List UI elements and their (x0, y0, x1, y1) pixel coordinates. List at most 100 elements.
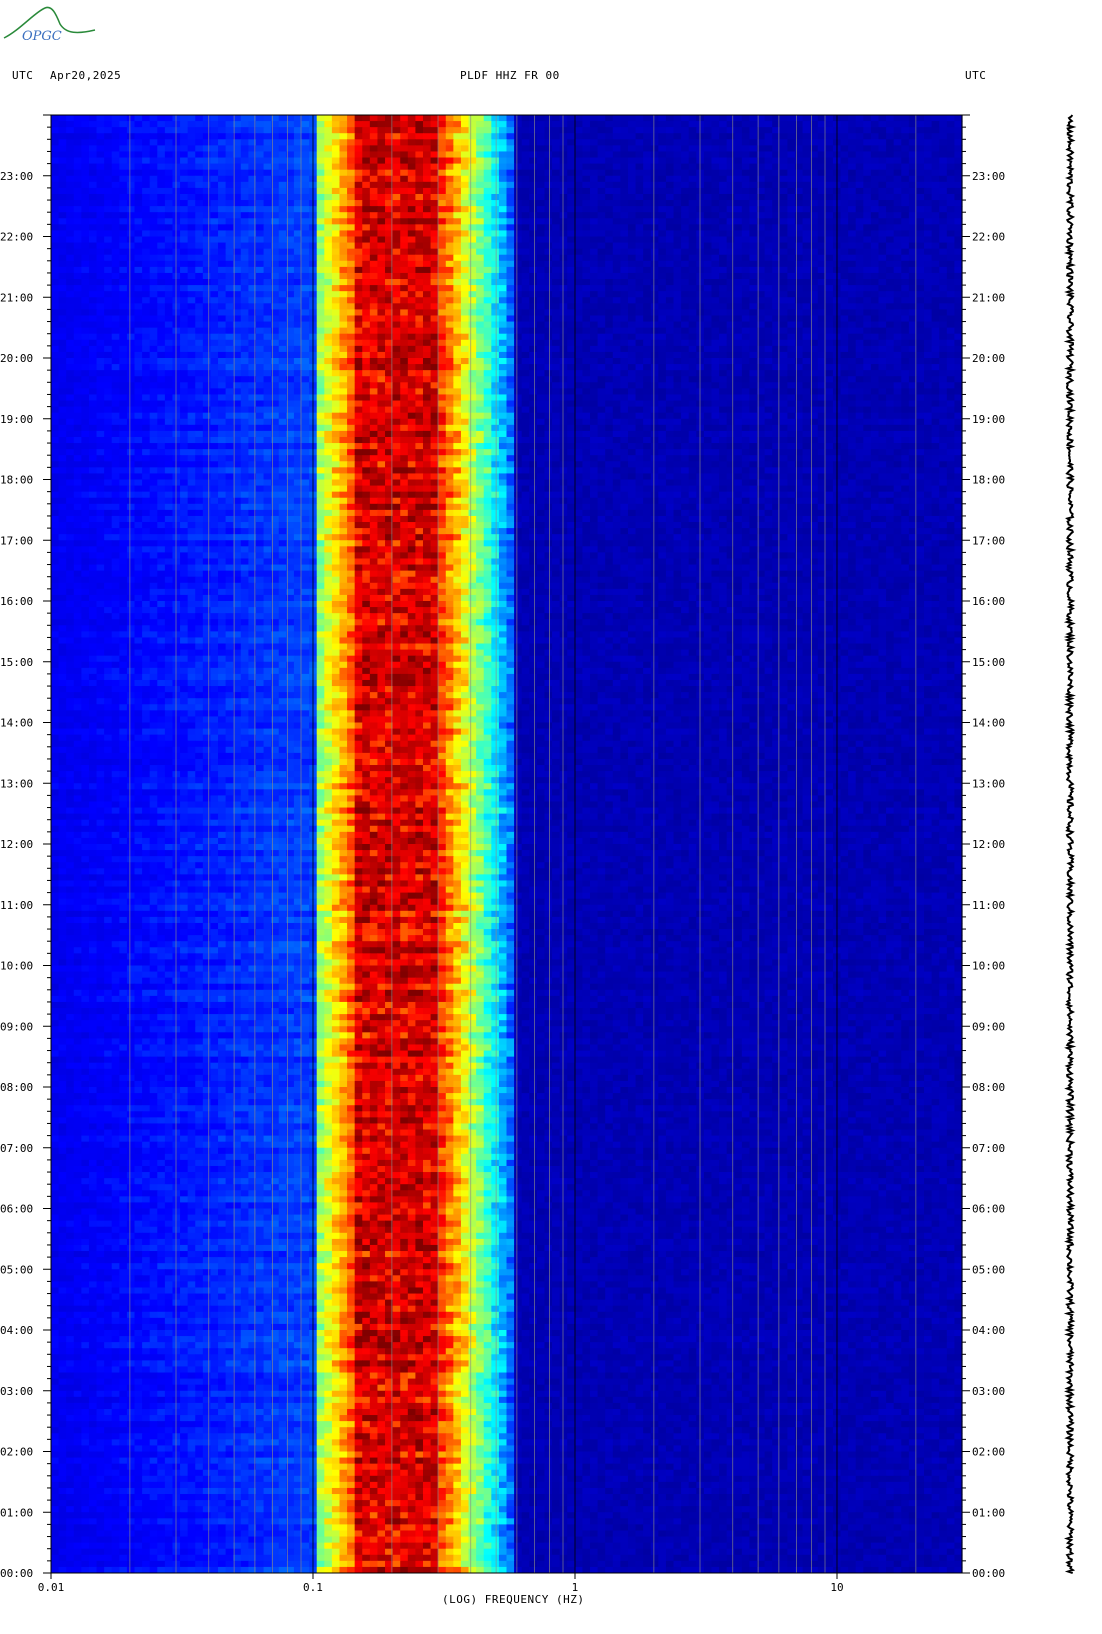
heatmap-cell (446, 170, 454, 176)
heatmap-cell (605, 176, 613, 182)
heatmap-cell (704, 145, 712, 151)
heatmap-cell (719, 182, 727, 188)
heatmap-cell (81, 182, 89, 188)
heatmap-cell (878, 133, 886, 139)
heatmap-cell (537, 176, 545, 182)
heatmap-cell (446, 176, 454, 182)
heatmap-cell (552, 158, 560, 164)
heatmap-cell (560, 121, 568, 127)
heatmap-cell (924, 121, 932, 127)
heatmap-cell (172, 133, 180, 139)
heatmap-cell (939, 170, 947, 176)
heatmap-cell (264, 158, 272, 164)
heatmap-cell (598, 151, 606, 157)
heatmap-cell (894, 176, 902, 182)
heatmap-cell (522, 158, 530, 164)
heatmap-cell (256, 139, 264, 145)
heatmap-cell (544, 127, 552, 133)
heatmap-cell (613, 127, 621, 133)
heatmap-cell (878, 145, 886, 151)
heatmap-cell (666, 176, 674, 182)
heatmap-cell (446, 121, 454, 127)
heatmap-cell (218, 170, 226, 176)
heatmap-cell (575, 145, 583, 151)
heatmap-cell (393, 158, 401, 164)
heatmap-cell (188, 182, 196, 188)
heatmap-cell (749, 164, 757, 170)
heatmap-cell (476, 127, 484, 133)
heatmap-cell (689, 133, 697, 139)
heatmap-cell (256, 151, 264, 157)
heatmap-cell (514, 164, 522, 170)
heatmap-cell (856, 151, 864, 157)
heatmap-cell (339, 145, 347, 151)
heatmap-cell (514, 176, 522, 182)
heatmap-cell (932, 151, 940, 157)
heatmap-cell (598, 127, 606, 133)
heatmap-cell (886, 170, 894, 176)
heatmap-cell (188, 145, 196, 151)
heatmap-cell (142, 158, 150, 164)
heatmap-cell (377, 145, 385, 151)
heatmap-cell (264, 176, 272, 182)
heatmap-cell (787, 121, 795, 127)
heatmap-cell (431, 182, 439, 188)
heatmap-cell (66, 182, 74, 188)
heatmap-cell (734, 151, 742, 157)
heatmap-cell (89, 182, 97, 188)
heatmap-cell (916, 115, 924, 121)
heatmap-cell (681, 158, 689, 164)
heatmap-cell (643, 115, 651, 121)
heatmap-cell (605, 127, 613, 133)
heatmap-cell (681, 176, 689, 182)
heatmap-cell (537, 182, 545, 188)
heatmap-cell (142, 182, 150, 188)
heatmap-cell (674, 145, 682, 151)
heatmap-cell (461, 133, 469, 139)
heatmap-cell (765, 145, 773, 151)
heatmap-cell (567, 164, 575, 170)
heatmap-cell (135, 182, 143, 188)
heatmap-cell (590, 182, 598, 188)
heatmap-cell (423, 121, 431, 127)
heatmap-cell (552, 133, 560, 139)
heatmap-cell (841, 170, 849, 176)
heatmap-cell (749, 182, 757, 188)
heatmap-cell (598, 121, 606, 127)
heatmap-cell (241, 176, 249, 182)
heatmap-cell (157, 145, 165, 151)
heatmap-cell (248, 182, 256, 188)
heatmap-cell (628, 133, 636, 139)
heatmap-cell (59, 164, 67, 170)
heatmap-cell (643, 151, 651, 157)
heatmap-cell (711, 176, 719, 182)
heatmap-cell (104, 133, 112, 139)
heatmap-cell (605, 164, 613, 170)
heatmap-cell (180, 139, 188, 145)
heatmap-cell (317, 164, 325, 170)
heatmap-cell (886, 145, 894, 151)
heatmap-cell (180, 145, 188, 151)
heatmap-cell (188, 133, 196, 139)
heatmap-cell (203, 121, 211, 127)
heatmap-cell (719, 127, 727, 133)
heatmap-cell (537, 145, 545, 151)
heatmap-cell (689, 170, 697, 176)
heatmap-cell (210, 127, 218, 133)
heatmap-cell (446, 158, 454, 164)
heatmap-cell (704, 115, 712, 121)
heatmap-cell (279, 182, 287, 188)
heatmap-cell (704, 151, 712, 157)
heatmap-cell (856, 121, 864, 127)
heatmap-cell (734, 145, 742, 151)
heatmap-cell (408, 170, 416, 176)
heatmap-cell (825, 115, 833, 121)
heatmap-cell (932, 170, 940, 176)
heatmap-cell (157, 164, 165, 170)
heatmap-cell (704, 176, 712, 182)
heatmap-cell (400, 145, 408, 151)
heatmap-cell (841, 115, 849, 121)
heatmap-cell (848, 151, 856, 157)
heatmap-cell (438, 127, 446, 133)
heatmap-cell (256, 164, 264, 170)
